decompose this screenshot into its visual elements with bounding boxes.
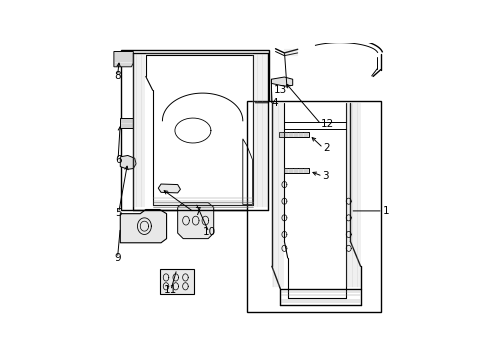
Text: 12: 12: [321, 119, 334, 129]
Text: 7: 7: [195, 207, 201, 217]
Polygon shape: [158, 184, 180, 193]
Polygon shape: [120, 118, 133, 128]
Polygon shape: [114, 51, 133, 67]
Polygon shape: [271, 77, 293, 86]
Polygon shape: [284, 168, 309, 174]
Text: 10: 10: [202, 227, 216, 237]
Text: 2: 2: [323, 143, 330, 153]
Text: 1: 1: [383, 206, 390, 216]
Polygon shape: [120, 210, 167, 243]
Text: 5: 5: [115, 208, 122, 218]
Text: 4: 4: [271, 98, 278, 108]
Bar: [121, 50, 269, 210]
Text: 6: 6: [115, 155, 122, 165]
Text: 8: 8: [114, 71, 121, 81]
Polygon shape: [279, 132, 309, 138]
Polygon shape: [120, 156, 136, 169]
Polygon shape: [178, 203, 214, 239]
Polygon shape: [160, 269, 195, 294]
Text: 13: 13: [274, 85, 287, 95]
Text: 11: 11: [164, 285, 177, 296]
Text: 3: 3: [322, 171, 329, 181]
Text: 9: 9: [114, 253, 121, 263]
Bar: [247, 102, 381, 312]
